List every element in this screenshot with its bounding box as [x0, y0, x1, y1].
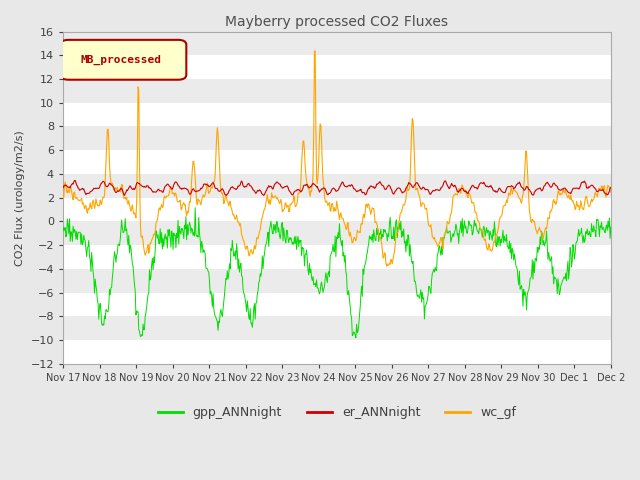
Bar	[63, 55, 611, 79]
Legend: gpp_ANNnight, er_ANNnight, wc_gf: gpp_ANNnight, er_ANNnight, wc_gf	[152, 401, 522, 424]
Bar	[63, 269, 611, 292]
Bar	[63, 150, 611, 174]
Y-axis label: CO2 Flux (urology/m2/s): CO2 Flux (urology/m2/s)	[15, 130, 25, 265]
Bar	[63, 79, 611, 103]
Bar	[63, 292, 611, 316]
Title: Mayberry processed CO2 Fluxes: Mayberry processed CO2 Fluxes	[225, 15, 449, 29]
Bar	[63, 126, 611, 150]
Bar	[63, 245, 611, 269]
Bar	[63, 198, 611, 221]
Bar	[63, 32, 611, 55]
Text: MB_processed: MB_processed	[80, 55, 161, 65]
Bar	[63, 221, 611, 245]
Bar	[63, 340, 611, 364]
Bar	[63, 103, 611, 126]
Bar	[63, 316, 611, 340]
Bar	[63, 174, 611, 198]
FancyBboxPatch shape	[60, 40, 186, 80]
